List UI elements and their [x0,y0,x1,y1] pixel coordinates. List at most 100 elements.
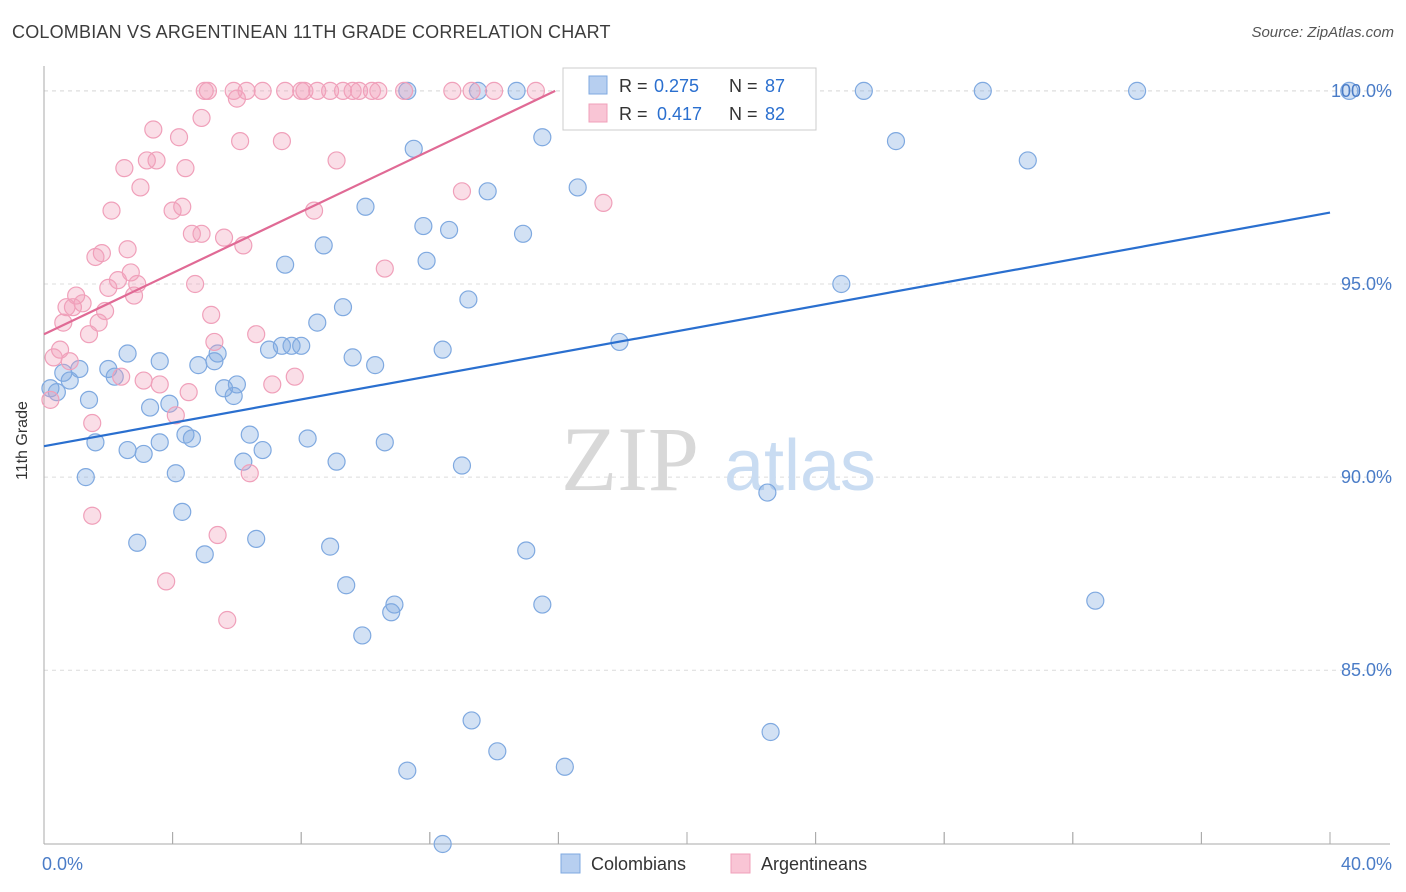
point-argentinean [240,464,259,483]
legend-box: R = 0.275 N = 87 R = 0.417 N = 82 [562,67,817,131]
point-colombian [886,132,906,151]
point-colombian [134,444,153,464]
legend-n-label: N = [729,104,758,124]
point-colombian [356,197,375,216]
bottom-legend-swatch-colombians [560,853,581,874]
point-colombian [327,452,346,471]
legend-swatch-colombians [588,75,608,95]
point-argentinean [182,224,201,243]
legend-n-value: 82 [765,104,785,124]
point-colombian [468,81,488,100]
trend-lines [43,89,1331,448]
y-tick-label: 95.0% [1341,274,1392,294]
point-argentinean [144,120,163,139]
point-colombian [227,375,246,394]
point-colombian [343,348,362,367]
point-colombian [182,429,201,448]
point-argentinean [179,383,198,402]
bottom-legend-label-argentineans: Argentineans [761,854,867,874]
point-argentinean [247,325,266,344]
point-colombian [105,367,124,386]
point-argentinean [263,375,282,394]
gridlines [44,90,1390,671]
point-argentinean [41,390,60,409]
point-argentinean [208,525,227,545]
point-argentinean [60,352,79,371]
point-colombian [118,344,137,363]
point-argentinean [443,81,462,100]
point-colombian [333,298,353,317]
point-argentinean [89,313,108,332]
point-colombian [433,834,452,854]
point-colombian [517,541,536,560]
point-argentinean [272,132,292,151]
point-argentinean [92,244,111,263]
point-argentinean [362,81,382,100]
point-colombian [832,274,851,294]
point-argentinean [485,81,504,100]
point-colombian [973,81,992,100]
point-colombian [189,356,208,375]
point-argentinean [462,81,481,100]
point-argentinean [285,367,304,386]
point-colombian [533,128,552,147]
trend-line-argentineans [43,89,556,336]
point-argentinean [157,572,176,591]
point-colombian [353,626,372,645]
point-colombian [414,216,433,236]
point-colombian [366,356,385,375]
point-colombian [1340,81,1359,100]
point-colombian [298,429,317,448]
point-colombian [1018,151,1037,170]
point-argentinean [295,81,314,100]
point-colombian [128,533,147,552]
point-colombian [240,425,259,444]
point-colombian [555,757,574,776]
point-colombian [321,537,340,556]
point-argentinean [73,294,92,313]
point-argentinean [134,371,153,390]
point-argentinean [79,325,99,344]
legend-swatch-argentineans [588,103,608,123]
series-argentineans [41,81,613,630]
point-argentinean [375,259,394,278]
watermark-zip: ZIP [561,408,699,510]
point-colombian [234,452,253,471]
point-colombian [433,340,452,359]
point-colombian [568,178,587,197]
point-colombian [507,81,526,100]
point-colombian [533,595,552,614]
point-colombian [150,352,169,371]
point-argentinean [594,193,613,212]
point-colombian [150,433,169,452]
point-colombian [417,251,436,270]
point-colombian [385,595,404,614]
point-colombian [459,290,478,309]
y-tick-label: 100.0% [1331,81,1392,101]
point-argentinean [394,81,414,100]
point-argentinean [112,367,131,386]
point-argentinean [169,128,189,147]
point-argentinean [198,81,218,100]
y-tick-label: 90.0% [1341,467,1392,487]
point-argentinean [102,201,121,220]
point-colombian [314,236,333,255]
point-colombian [76,468,95,487]
point-colombian [60,371,79,390]
point-colombian [761,722,780,742]
x-tick-label-min: 0.0% [42,854,83,874]
legend-n-label: N = [729,76,758,96]
point-argentinean [186,274,205,294]
source-label: Source: ZipAtlas.com [1251,24,1394,41]
point-argentinean [321,81,340,100]
point-argentinean [131,178,150,197]
point-colombian [282,336,301,355]
legend-r-label: R = [619,76,648,96]
point-colombian [272,336,292,355]
point-colombian [276,255,295,274]
point-colombian [166,464,185,483]
bottom-legend-swatch-argentineans [730,853,751,874]
point-colombian [1086,591,1105,610]
point-argentinean [118,240,137,259]
point-colombian [70,359,89,379]
